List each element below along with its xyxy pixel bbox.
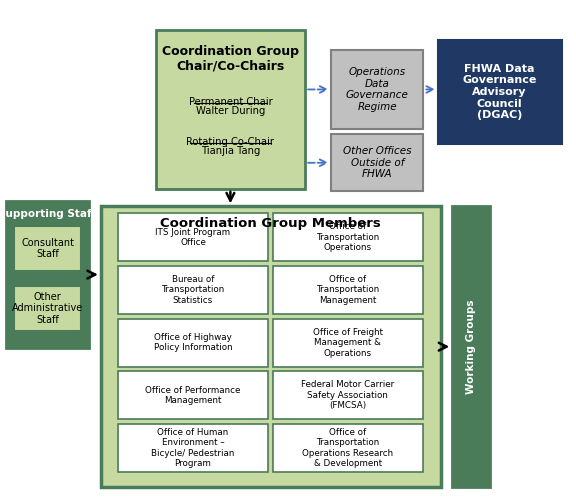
Text: Consultant
Staff: Consultant Staff	[21, 238, 74, 259]
Text: FHWA Data
Governance
Advisory
Council
(DGAC): FHWA Data Governance Advisory Council (D…	[463, 64, 537, 120]
FancyBboxPatch shape	[101, 206, 441, 487]
FancyBboxPatch shape	[118, 266, 268, 314]
FancyBboxPatch shape	[118, 424, 268, 472]
FancyBboxPatch shape	[6, 201, 89, 348]
FancyBboxPatch shape	[118, 213, 268, 261]
Text: Operations
Data
Governance
Regime: Operations Data Governance Regime	[346, 67, 409, 112]
FancyBboxPatch shape	[118, 319, 268, 367]
Text: Permanent Chair: Permanent Chair	[188, 97, 272, 107]
FancyBboxPatch shape	[14, 226, 81, 271]
FancyBboxPatch shape	[156, 30, 305, 189]
FancyBboxPatch shape	[273, 266, 423, 314]
Text: Office of Highway
Policy Information: Office of Highway Policy Information	[154, 333, 232, 352]
Text: Tianjia Tang: Tianjia Tang	[200, 146, 260, 156]
FancyBboxPatch shape	[331, 50, 423, 129]
Text: Other
Administrative
Staff: Other Administrative Staff	[12, 292, 83, 325]
Text: Office of
Transportation
Operations Research
& Development: Office of Transportation Operations Rese…	[302, 428, 393, 468]
Text: Coordination Group
Chair/Co-Chairs: Coordination Group Chair/Co-Chairs	[162, 45, 299, 73]
FancyBboxPatch shape	[273, 371, 423, 419]
Text: Office of Freight
Management &
Operations: Office of Freight Management & Operation…	[313, 328, 383, 357]
FancyBboxPatch shape	[14, 286, 81, 331]
Text: Rotating Co-Chair: Rotating Co-Chair	[187, 137, 274, 147]
Text: Other Offices
Outside of
FHWA: Other Offices Outside of FHWA	[343, 146, 411, 179]
Text: Supporting Staff: Supporting Staff	[0, 209, 97, 219]
FancyBboxPatch shape	[452, 206, 490, 487]
FancyBboxPatch shape	[273, 213, 423, 261]
FancyBboxPatch shape	[438, 40, 562, 144]
FancyBboxPatch shape	[273, 424, 423, 472]
Text: Office of
Transportation
Management: Office of Transportation Management	[316, 275, 380, 305]
Text: Walter During: Walter During	[196, 106, 265, 116]
Text: Bureau of
Transportation
Statistics: Bureau of Transportation Statistics	[161, 275, 225, 305]
Text: Office of Performance
Management: Office of Performance Management	[145, 386, 241, 405]
Text: ITS Joint Program
Office: ITS Joint Program Office	[156, 228, 230, 247]
Text: Office of Human
Environment –
Bicycle/ Pedestrian
Program: Office of Human Environment – Bicycle/ P…	[151, 428, 234, 468]
Text: Working Groups: Working Groups	[466, 299, 476, 394]
FancyBboxPatch shape	[273, 319, 423, 367]
Text: Office of
Transportation
Operations: Office of Transportation Operations	[316, 223, 380, 252]
FancyBboxPatch shape	[331, 134, 423, 191]
Text: Coordination Group Members: Coordination Group Members	[160, 217, 381, 230]
FancyBboxPatch shape	[118, 371, 268, 419]
Text: Federal Motor Carrier
Safety Association
(FMCSA): Federal Motor Carrier Safety Association…	[301, 381, 395, 410]
